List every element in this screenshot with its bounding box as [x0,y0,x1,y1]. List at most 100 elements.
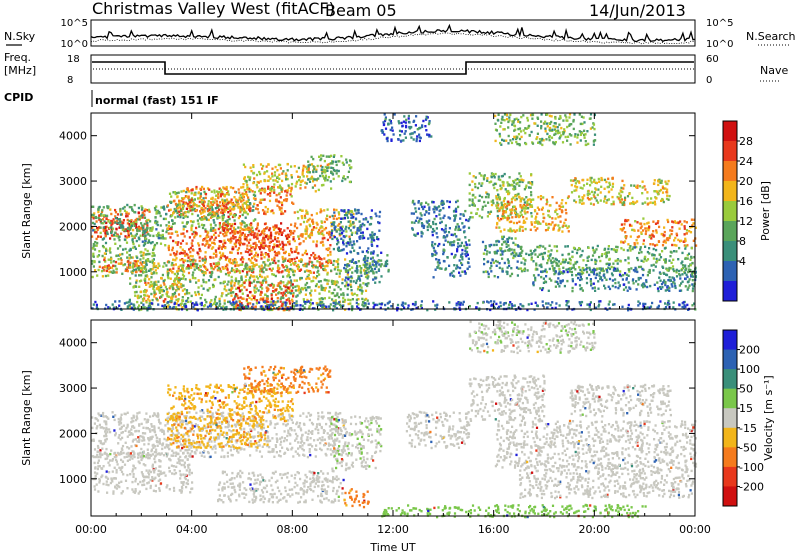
power-cell [513,248,516,252]
power-cell [242,183,245,186]
power-cell [179,269,182,272]
power-cell [268,308,271,312]
power-cell [661,233,664,236]
power-cell [363,236,366,240]
power-cell [213,302,216,305]
power-cell [287,286,290,289]
power-cell [315,302,318,305]
power-cell [288,242,291,246]
power-cell [422,207,425,211]
power-cell [334,266,337,269]
power-cell [303,251,307,255]
power-cell [233,297,236,300]
power-cell [125,211,128,214]
power-cell [349,240,352,243]
power-cell [128,223,131,226]
power-cell [497,178,500,181]
power-cell [686,254,689,257]
power-cell [304,237,307,240]
power-cell [530,205,534,208]
power-cell [205,218,209,221]
power-cell [167,244,170,248]
power-cell [662,200,665,204]
power-cell [624,218,627,222]
power-cell [185,267,188,270]
power-cell [348,235,351,238]
power-cell [293,229,296,233]
power-cell [276,297,279,300]
power-cell [348,260,352,263]
power-cell [356,294,359,297]
power-cell [667,198,670,201]
power-cell [252,255,256,258]
power-cell [453,275,456,278]
power-cell [290,176,293,179]
power-cell [191,255,194,258]
power-cell [140,250,143,254]
power-cell [665,238,668,241]
power-cell [272,286,275,289]
power-cell [352,240,355,243]
power-cell [184,202,187,205]
power-cell [352,212,355,216]
power-cell [239,200,243,203]
power-cell [308,180,312,183]
power-cell [259,298,262,301]
power-cell [539,195,543,198]
power-cell [154,208,157,212]
power-cell [248,230,251,234]
power-cell [267,253,270,256]
power-cell [571,255,574,259]
power-cell [135,285,138,288]
power-cell [290,182,294,186]
power-cell [358,226,361,229]
power-cell [225,206,228,209]
power-cell [435,206,438,210]
power-cell [472,175,475,178]
power-cell [601,178,604,182]
power-cell [627,261,630,265]
power-cell [268,244,271,248]
power-cell [230,287,233,290]
power-cell [683,244,686,247]
power-cell [119,220,122,224]
power-cell [243,189,246,192]
power-cell [106,232,109,236]
power-cell [272,245,276,249]
power-cell [668,194,671,198]
noise-tick-right-high: 10^5 [706,18,733,29]
power-cell [141,266,144,270]
power-cell [622,226,625,230]
power-cell [271,209,274,212]
power-cell [317,255,320,258]
power-cell [592,249,595,252]
power-cell [523,262,526,265]
power-cell [203,224,206,227]
power-cell [339,249,342,252]
power-cell [200,284,203,288]
power-cell [273,259,276,262]
power-cell [363,261,366,264]
power-cell [330,170,333,173]
power-cell [498,196,501,199]
power-cell [219,270,223,273]
power-cell [100,210,104,213]
power-cell [321,288,324,292]
power-cell [327,175,330,179]
power-cell [146,241,149,244]
power-cell [322,183,325,187]
power-cell [521,229,524,232]
power-cell [310,213,313,217]
power-cell [345,281,348,284]
power-cell [633,242,636,245]
power-cell [263,172,266,175]
power-cell [203,210,206,213]
power-cell [131,256,134,259]
power-cell [126,222,129,225]
power-cell [313,255,316,259]
power-cell [471,199,474,203]
power-cell [681,264,685,267]
power-cell [159,242,163,245]
power-cell [299,183,302,187]
power-cell [307,169,310,172]
